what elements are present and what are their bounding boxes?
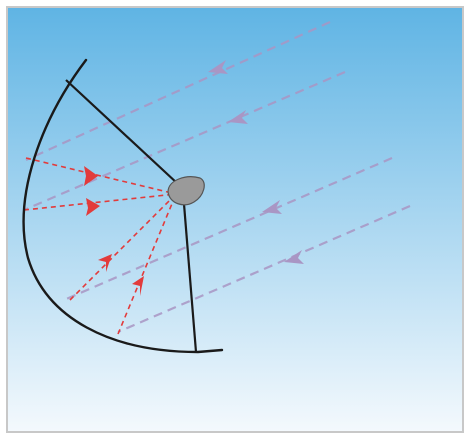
reflected-arrowhead: [86, 198, 100, 216]
sky-background: [6, 6, 464, 433]
incoming-arrowhead: [284, 250, 304, 264]
reflected-arrowhead: [84, 166, 98, 186]
incoming-ray: [25, 20, 331, 162]
incoming-ray: [23, 70, 346, 212]
reflected-arrowhead: [98, 254, 112, 272]
reflected-arrowhead: [132, 276, 144, 296]
reflected-ray: [23, 193, 177, 211]
parabolic-reflector: [22, 58, 224, 354]
reflected-ray: [69, 193, 177, 301]
incoming-ray: [117, 204, 411, 334]
incoming-arrowhead: [262, 200, 282, 214]
feed-receiver: [167, 176, 205, 206]
reflected-arrowheads: [84, 166, 144, 296]
reflected-ray: [25, 157, 177, 195]
incoming-rays: [23, 20, 411, 334]
incoming-arrowheads: [208, 60, 304, 264]
reflected-ray: [117, 193, 177, 335]
reflected-rays: [23, 157, 177, 335]
incoming-arrowhead: [228, 110, 248, 124]
incoming-arrowhead: [208, 60, 228, 74]
support-strut-bottom: [182, 203, 198, 353]
support-strut-top: [65, 79, 179, 185]
